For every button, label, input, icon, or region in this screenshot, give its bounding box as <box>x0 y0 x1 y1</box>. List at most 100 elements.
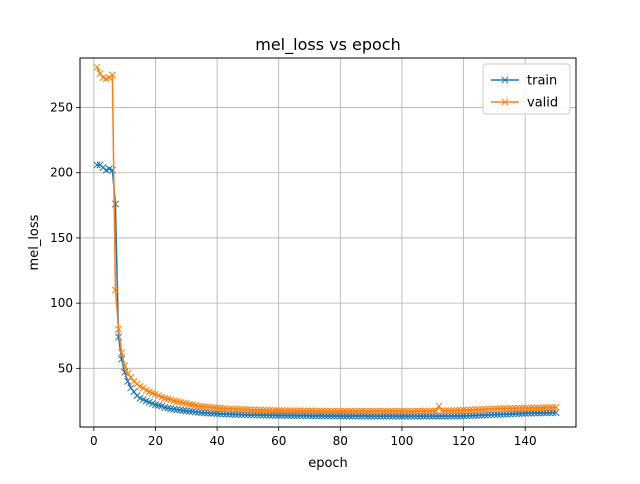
data-point-train <box>459 412 468 420</box>
data-point-train <box>188 408 197 416</box>
data-point-train <box>503 410 511 418</box>
data-point-valid <box>290 407 298 415</box>
data-point-valid <box>370 407 378 415</box>
data-point-valid <box>530 404 538 412</box>
data-point-valid <box>490 405 498 413</box>
data-point-train <box>419 412 428 420</box>
data-point-train <box>521 409 529 417</box>
x-tick-label: 100 <box>390 434 413 448</box>
data-point-valid <box>318 407 326 415</box>
data-point-valid <box>537 404 545 412</box>
data-point-valid <box>469 406 477 414</box>
legend-marker <box>501 76 509 84</box>
data-point-train <box>540 409 548 417</box>
data-point-valid <box>410 407 418 415</box>
data-point-train <box>518 409 526 417</box>
axis-ticks: 0 20 40 60 80 100 120 140 50 100 150 200 250 <box>50 101 537 448</box>
series-layer <box>93 63 560 420</box>
data-point-valid <box>509 404 517 412</box>
data-point-train <box>537 409 545 417</box>
data-point-train <box>173 406 181 414</box>
data-point-valid <box>305 407 314 415</box>
data-point-valid <box>389 407 397 415</box>
data-point-valid <box>241 405 249 414</box>
data-point-valid <box>281 407 289 415</box>
data-point-valid <box>401 407 409 415</box>
data-point-train <box>512 410 520 418</box>
data-point-train <box>530 409 538 417</box>
data-point-valid <box>302 407 310 415</box>
data-point-valid <box>118 349 126 357</box>
data-point-valid <box>407 407 415 415</box>
data-point-valid <box>475 405 483 414</box>
data-point-valid <box>524 404 532 412</box>
data-point-train <box>450 412 458 420</box>
data-point-train <box>216 410 224 418</box>
x-axis-label: epoch <box>308 456 348 471</box>
data-point-valid <box>207 403 215 411</box>
legend-item-valid: valid <box>491 96 558 111</box>
data-point-valid <box>287 407 295 415</box>
data-point-valid <box>496 405 505 413</box>
y-tick-label: 150 <box>50 231 73 245</box>
data-point-train <box>475 411 483 419</box>
data-point-valid <box>352 407 360 415</box>
data-point-train <box>191 408 200 416</box>
data-point-valid <box>228 405 237 413</box>
data-point-valid <box>552 403 560 411</box>
data-point-valid <box>450 407 458 415</box>
data-point-valid <box>232 405 240 413</box>
data-point-train <box>111 200 119 208</box>
data-point-train <box>484 411 492 419</box>
data-point-valid <box>349 407 357 415</box>
data-point-valid <box>259 406 267 414</box>
data-point-train <box>204 409 212 417</box>
data-point-valid <box>284 407 292 415</box>
data-point-valid <box>278 407 286 415</box>
data-point-train <box>487 411 495 419</box>
data-point-valid <box>219 404 227 413</box>
data-point-train <box>441 412 449 420</box>
data-point-valid <box>386 407 394 415</box>
data-point-train <box>413 412 421 420</box>
data-point-valid <box>238 405 246 413</box>
data-point-train <box>182 407 190 415</box>
data-point-train <box>466 412 474 420</box>
data-point-valid <box>518 404 526 412</box>
y-tick-label: 50 <box>58 361 73 375</box>
data-point-train <box>552 409 560 417</box>
data-point-train <box>219 410 227 418</box>
data-point-valid <box>127 373 135 382</box>
data-point-train <box>546 409 554 417</box>
data-point-valid <box>324 407 332 415</box>
data-point-valid <box>198 402 206 410</box>
y-tick-label: 200 <box>50 166 73 180</box>
data-point-train <box>201 409 209 417</box>
data-point-valid <box>367 407 375 415</box>
data-point-valid <box>459 406 468 414</box>
data-point-train <box>438 412 446 420</box>
data-point-train <box>114 333 123 341</box>
data-point-train <box>185 407 193 415</box>
data-point-valid <box>265 406 274 414</box>
data-point-train <box>490 411 498 419</box>
data-point-valid <box>515 404 523 412</box>
series-valid <box>93 63 560 415</box>
data-point-train <box>447 412 455 420</box>
data-point-valid <box>438 407 446 415</box>
data-point-valid <box>268 406 277 414</box>
data-point-valid <box>533 404 542 412</box>
data-point-train <box>496 410 505 418</box>
data-point-train <box>228 410 237 418</box>
data-point-valid <box>262 406 270 414</box>
data-point-train <box>463 412 471 420</box>
data-point-valid <box>432 407 440 415</box>
data-point-valid <box>463 406 471 414</box>
data-point-train <box>456 412 465 420</box>
data-point-valid <box>96 70 104 78</box>
data-point-valid <box>382 407 391 415</box>
data-point-valid <box>472 406 480 414</box>
x-tick-label: 80 <box>333 434 348 448</box>
